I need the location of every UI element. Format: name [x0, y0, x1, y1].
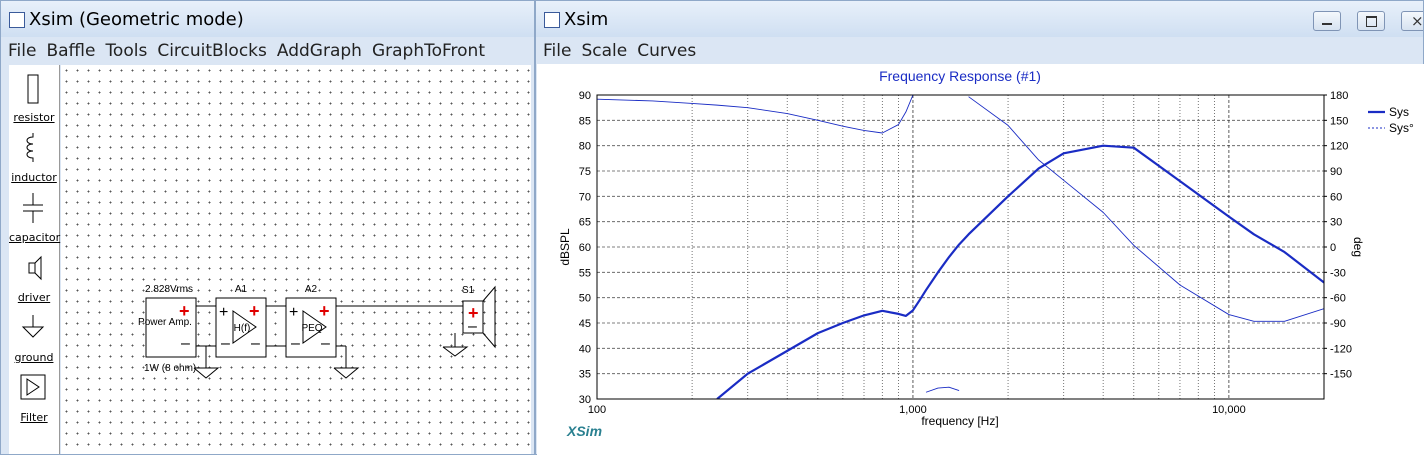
y-tick-label: 70 [579, 191, 591, 203]
y2-tick-label: 150 [1330, 115, 1348, 127]
y2-tick-label: -120 [1330, 343, 1352, 355]
y2-tick-label: 90 [1330, 166, 1342, 178]
tool-icon[interactable] [9, 369, 59, 407]
menu-bar: File Baffle Tools CircuitBlocks AddGraph Grap… [1, 38, 534, 64]
tool-label[interactable]: Filter [20, 411, 48, 424]
source-voltage: 2.828Vrms [145, 284, 193, 295]
chart: Frequency Response (#1) frequency [Hz] d… [537, 64, 1424, 455]
y2-tick-label: 0 [1330, 242, 1336, 254]
maximize-button[interactable] [1357, 11, 1385, 31]
y2-tick-label: -60 [1330, 293, 1346, 305]
menu-item[interactable]: Baffle [46, 41, 96, 61]
menu-item[interactable]: Curves [637, 41, 697, 61]
svg-text:+: + [179, 301, 190, 321]
y-tick-label: 30 [579, 394, 591, 406]
tool-label[interactable]: inductor [11, 171, 57, 184]
title-bar: Xsim × [536, 1, 1423, 37]
menu-item[interactable]: CircuitBlocks [157, 41, 267, 61]
tool-icon[interactable] [9, 309, 59, 347]
tool-label[interactable]: resistor [13, 111, 55, 124]
geometric-window: Xsim (Geometric mode) File Baffle Tools Cir… [0, 0, 535, 455]
y2-tick-label: -90 [1330, 318, 1346, 330]
plot-frame [596, 94, 1325, 400]
y-tick-label: 65 [579, 217, 591, 229]
watermark: XSim [566, 423, 602, 439]
svg-text:+: + [468, 303, 479, 323]
legend-label: Sys° [1389, 121, 1414, 135]
svg-text:+: + [319, 301, 330, 321]
tool-label[interactable]: driver [17, 291, 51, 304]
y-tick-label: 90 [579, 90, 591, 102]
close-button[interactable]: × [1401, 11, 1423, 31]
series-line [716, 144, 1324, 399]
y-axis-label: dBSPL [558, 228, 572, 266]
y-tick-label: 85 [579, 115, 591, 127]
circuit-wires [145, 285, 496, 379]
tool-icon[interactable] [9, 69, 59, 107]
block-name: A2 [305, 284, 318, 295]
y-tick-label: 75 [579, 166, 591, 178]
menu-item[interactable]: File [543, 41, 572, 61]
app-icon [9, 12, 25, 28]
x-tick-label: 10,000 [1212, 404, 1246, 416]
app-icon [544, 12, 560, 28]
y2-axis-label: deg [1351, 237, 1365, 257]
title-bar: Xsim (Geometric mode) [1, 1, 534, 37]
y-tick-label: 80 [579, 141, 591, 153]
tool-label[interactable]: capacitor [9, 231, 61, 244]
svg-text:–: – [181, 335, 190, 352]
y-tick-label: 35 [579, 369, 591, 381]
x-axis-label: frequency [Hz] [921, 414, 998, 428]
y-tick-label: 55 [579, 267, 591, 279]
svg-text:–: – [321, 335, 330, 352]
y2-tick-label: -150 [1330, 369, 1352, 381]
tool-icon[interactable] [9, 189, 59, 227]
menu-item[interactable]: Scale [581, 41, 628, 61]
tool-icon[interactable] [9, 249, 59, 287]
chart-title: Frequency Response (#1) [879, 68, 1041, 84]
y-tick-label: 60 [579, 242, 591, 254]
toolbox: resistor inductor capacitor driver ground Fil… [9, 65, 61, 454]
svg-text:–: – [221, 335, 230, 352]
menu-item[interactable]: GraphToFront [371, 41, 485, 61]
legend-label: Sys [1389, 105, 1409, 119]
y2-tick-label: 180 [1330, 90, 1348, 102]
block-label: PEQ [301, 323, 322, 334]
source-name: Power Amp. [138, 317, 192, 328]
svg-text:–: – [468, 318, 477, 335]
menu-item[interactable]: File [8, 41, 37, 61]
svg-text:+: + [219, 304, 228, 321]
tool-icon[interactable] [9, 129, 59, 167]
svg-text:+: + [249, 301, 260, 321]
svg-text:–: – [251, 335, 260, 352]
block-label: H(f) [234, 323, 251, 334]
window-title: Xsim [564, 9, 609, 30]
tool-label[interactable]: ground [14, 351, 54, 364]
polarity-marks: + + + + [179, 301, 479, 323]
x-tick-label: 100 [588, 404, 606, 416]
y2-tick-label: 120 [1330, 141, 1348, 153]
svg-text:–: – [291, 335, 300, 352]
window-title: Xsim (Geometric mode) [29, 9, 244, 30]
series-line [597, 95, 1324, 393]
polarity-marks-black: + + – – – – – – [181, 304, 477, 352]
y-tick-label: 40 [579, 343, 591, 355]
circuit: + + + + + + – – – – – – 2.828Vrms Power Amp. 1W (… [138, 284, 496, 379]
minimize-button[interactable] [1313, 11, 1341, 31]
svg-text:+: + [289, 304, 298, 321]
y2-tick-label: 60 [1330, 191, 1342, 203]
x-tick-label: 1,000 [899, 404, 927, 416]
y-tick-label: 45 [579, 318, 591, 330]
y2-tick-label: 30 [1330, 217, 1342, 229]
y2-tick-label: -30 [1330, 267, 1346, 279]
speaker-name: S1 [462, 285, 475, 296]
menu-item[interactable]: Tools [105, 41, 148, 61]
schematic-canvas[interactable] [61, 65, 531, 454]
block-name: A1 [235, 284, 248, 295]
menu-bar: File Scale Curves [536, 38, 1423, 64]
y-tick-label: 50 [579, 293, 591, 305]
source-power: 1W (8 ohm) [144, 363, 196, 374]
menu-item[interactable]: AddGraph [276, 41, 362, 61]
